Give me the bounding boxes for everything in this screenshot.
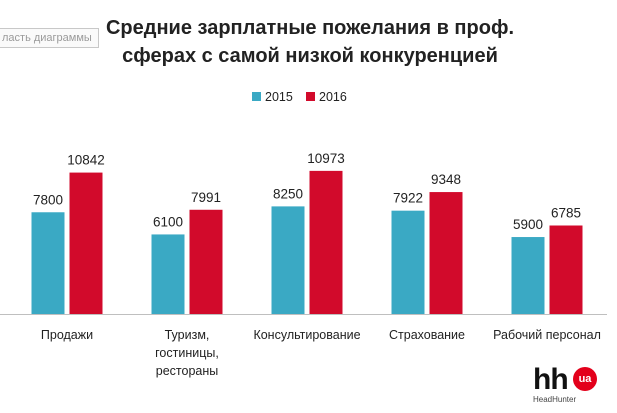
bar-2016-3 (429, 192, 463, 314)
logo-subtitle: HeadHunter (533, 395, 577, 404)
data-label-2015-3: 7922 (393, 191, 423, 206)
bar-2015-1 (151, 234, 185, 314)
bar-2015-0 (31, 212, 65, 314)
category-label-2: Консультирование (245, 326, 369, 344)
category-label-1-line-2: рестораны (155, 364, 219, 378)
legend-item-2016: 2016 (306, 88, 347, 106)
chart-title-line-2: сферах с самой низкой конкуренцией (122, 45, 498, 67)
category-label-3: Страхование (365, 326, 489, 344)
bar-2016-4 (549, 225, 583, 314)
data-label-2016-1: 7991 (191, 190, 221, 205)
data-label-2016-2: 10973 (307, 151, 345, 166)
data-label-2015-0: 7800 (33, 192, 63, 207)
chart-legend: 2015 2016 (0, 88, 617, 106)
data-label-2016-0: 10842 (67, 153, 105, 168)
bar-2015-2 (271, 206, 305, 314)
data-label-2015-2: 8250 (273, 186, 303, 201)
category-label-0: Продажи (5, 326, 129, 344)
bar-2015-4 (511, 237, 545, 314)
legend-label-2016: 2016 (319, 90, 347, 104)
data-label-2016-4: 6785 (551, 206, 581, 221)
category-label-3-line-0: Страхование (388, 328, 465, 342)
category-label-1: Туризм, гостиницы, рестораны (125, 326, 249, 380)
legend-swatch-2015 (252, 92, 261, 101)
category-label-4-line-0: Рабочий персонал (493, 328, 601, 342)
category-label-0-line-0: Продажи (40, 328, 94, 342)
chart-area-tooltip: ласть диаграммы (0, 28, 99, 48)
legend-label-2015: 2015 (265, 90, 293, 104)
bar-2016-2 (309, 170, 343, 314)
data-label-2015-1: 6100 (153, 214, 183, 229)
data-label-2015-4: 5900 (513, 217, 543, 232)
category-label-1-line-0: Туризм, (164, 328, 210, 342)
legend-swatch-2016 (306, 92, 315, 101)
chart-title-line-1: Средние зарплатные пожелания в проф. (105, 17, 515, 39)
logo-ua-badge: ua (573, 367, 597, 391)
legend-item-2015: 2015 (252, 88, 293, 106)
bar-2015-3 (391, 210, 425, 314)
category-label-4: Рабочий персонал (485, 326, 609, 344)
data-label-2016-3: 9348 (431, 172, 461, 187)
logo-hh-mark: hh (533, 363, 569, 396)
bar-2016-1 (189, 209, 223, 314)
bar-2016-0 (69, 172, 103, 314)
chart-title: Средние зарплатные пожелания в проф. сфе… (60, 14, 560, 70)
category-label-2-line-0: Консультирование (253, 328, 361, 342)
category-label-1-line-1: гостиницы, (155, 346, 219, 360)
headhunter-logo: hh ua HeadHunter (533, 365, 603, 407)
